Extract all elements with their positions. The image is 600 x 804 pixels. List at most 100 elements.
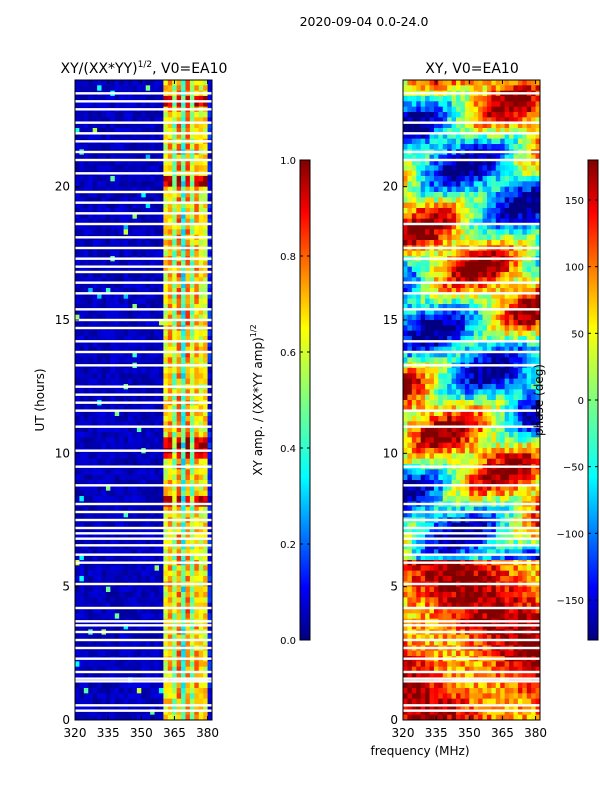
amplitude-heatmap-cell <box>75 112 80 118</box>
amplitude-heatmap-cell <box>146 576 151 582</box>
phase-heatmap-cell <box>425 96 430 102</box>
phase-heatmap-cell <box>447 80 452 86</box>
amplitude-heatmap-cell <box>88 651 93 657</box>
amplitude-heatmap-cell <box>102 379 107 385</box>
phase-heatmap-cell <box>469 235 474 241</box>
amplitude-heatmap-cell <box>185 693 190 699</box>
phase-heatmap-cell <box>447 251 452 257</box>
phase-heatmap-cell <box>469 203 474 209</box>
amplitude-heatmap-cell <box>79 475 84 481</box>
phase-heatmap-cell <box>513 240 518 246</box>
phase-heatmap-cell <box>443 192 448 198</box>
phase-heatmap-cell <box>518 139 523 145</box>
amplitude-heatmap-cell <box>203 699 208 705</box>
phase-heatmap-cell <box>483 107 488 113</box>
amplitude-heatmap-cell <box>190 85 195 91</box>
phase-heatmap-cell <box>416 80 421 86</box>
phase-heatmap-cell <box>474 197 479 203</box>
phase-heatmap-cell <box>513 261 518 267</box>
phase-heatmap-cell <box>518 267 523 273</box>
amplitude-heatmap-cell <box>128 165 133 171</box>
amplitude-heatmap-cell <box>88 459 93 465</box>
phase-heatmap-cell <box>478 144 483 150</box>
phase-heatmap-cell <box>460 107 465 113</box>
amplitude-heatmap-cell <box>194 144 199 150</box>
phase-heatmap-cell <box>438 96 443 102</box>
amplitude-heatmap-cell <box>115 651 120 657</box>
amplitude-heatmap-cell <box>181 571 186 577</box>
amplitude-heatmap-cell <box>194 571 199 577</box>
amplitude-heatmap-cell <box>141 597 146 603</box>
phase-heatmap-cell <box>509 107 514 113</box>
amplitude-heatmap-cell <box>155 251 160 257</box>
amplitude-heatmap-cell <box>128 496 133 502</box>
amplitude-heatmap-cell <box>177 496 182 502</box>
amplitude-heatmap-cell <box>168 299 173 305</box>
amplitude-heatmap-cell <box>124 373 129 379</box>
phase-heatmap-cell <box>478 192 483 198</box>
phase-heatmap-cell <box>469 139 474 145</box>
amplitude-heatmap-cell <box>146 597 151 603</box>
amplitude-heatmap-cell <box>106 432 111 438</box>
amplitude-heatmap-cell <box>115 699 120 705</box>
amplitude-heatmap-cell <box>75 453 80 459</box>
amplitude-heatmap-cell <box>88 379 93 385</box>
amplitude-heatmap-cell <box>97 565 102 571</box>
amplitude-heatmap-cell <box>132 368 137 374</box>
amplitude-heatmap-cell <box>163 80 168 86</box>
phase-heatmap-cell <box>416 267 421 273</box>
amplitude-heatmap-cell <box>159 144 164 150</box>
phase-heatmap-cell <box>465 267 470 273</box>
phase-heatmap-cell <box>509 272 514 278</box>
phase-heatmap-cell <box>522 171 527 177</box>
amplitude-heatmap-cell <box>128 416 133 422</box>
amplitude-heatmap-cell <box>155 661 160 667</box>
phase-heatmap-cell <box>474 229 479 235</box>
phase-heatmap-cell <box>456 267 461 273</box>
amplitude-heatmap-cell <box>163 571 168 577</box>
amplitude-heatmap-cell <box>84 181 89 187</box>
amplitude-heatmap-cell <box>159 80 164 86</box>
phase-heatmap-cell <box>430 112 435 118</box>
amplitude-heatmap-cell <box>84 587 89 593</box>
amplitude-heatmap-cell <box>185 176 190 182</box>
amplitude-heatmap-cell <box>124 683 129 689</box>
phase-heatmap-cell <box>474 213 479 219</box>
phase-heatmap-cell <box>531 267 536 273</box>
amplitude-heatmap-cell <box>177 469 182 475</box>
phase-heatmap-cell <box>474 107 479 113</box>
amplitude-heatmap-cell <box>110 432 115 438</box>
phase-heatmap-cell <box>412 144 417 150</box>
phase-heatmap-cell <box>430 229 435 235</box>
amplitude-heatmap-cell <box>199 576 204 582</box>
amplitude-heatmap-cell <box>199 651 204 657</box>
amplitude-heatmap-cell <box>93 576 98 582</box>
phase-heatmap-cell <box>447 187 452 193</box>
amplitude-heatmap-cell <box>119 443 124 449</box>
amplitude-flag-gap <box>75 364 212 366</box>
amplitude-heatmap-cell <box>163 357 168 363</box>
amplitude-heatmap-cell <box>141 688 146 694</box>
amplitude-heatmap-cell <box>172 357 177 363</box>
amplitude-heatmap-cell <box>128 80 133 86</box>
amplitude-heatmap-cell <box>128 357 133 363</box>
amplitude-heatmap-cell <box>115 491 120 497</box>
amplitude-heatmap-cell <box>110 379 115 385</box>
phase-heatmap-cell <box>434 165 439 171</box>
amplitude-heatmap-cell <box>124 587 129 593</box>
amplitude-heatmap-cell <box>128 373 133 379</box>
phase-heatmap-cell <box>465 229 470 235</box>
amplitude-heatmap-cell <box>172 85 177 91</box>
phase-heatmap-cell <box>483 272 488 278</box>
phase-heatmap-cell <box>496 80 501 86</box>
amplitude-heatmap-cell <box>155 240 160 246</box>
amplitude-heatmap-cell <box>146 587 151 593</box>
amplitude-heatmap-cell <box>84 469 89 475</box>
phase-heatmap-cell <box>443 235 448 241</box>
phase-heatmap-cell <box>509 181 514 187</box>
phase-heatmap-cell <box>522 272 527 278</box>
amplitude-heatmap-cell <box>75 443 80 449</box>
amplitude-heatmap-cell <box>102 592 107 598</box>
phase-heatmap-cell <box>522 197 527 203</box>
amplitude-flag-gap <box>75 319 212 321</box>
